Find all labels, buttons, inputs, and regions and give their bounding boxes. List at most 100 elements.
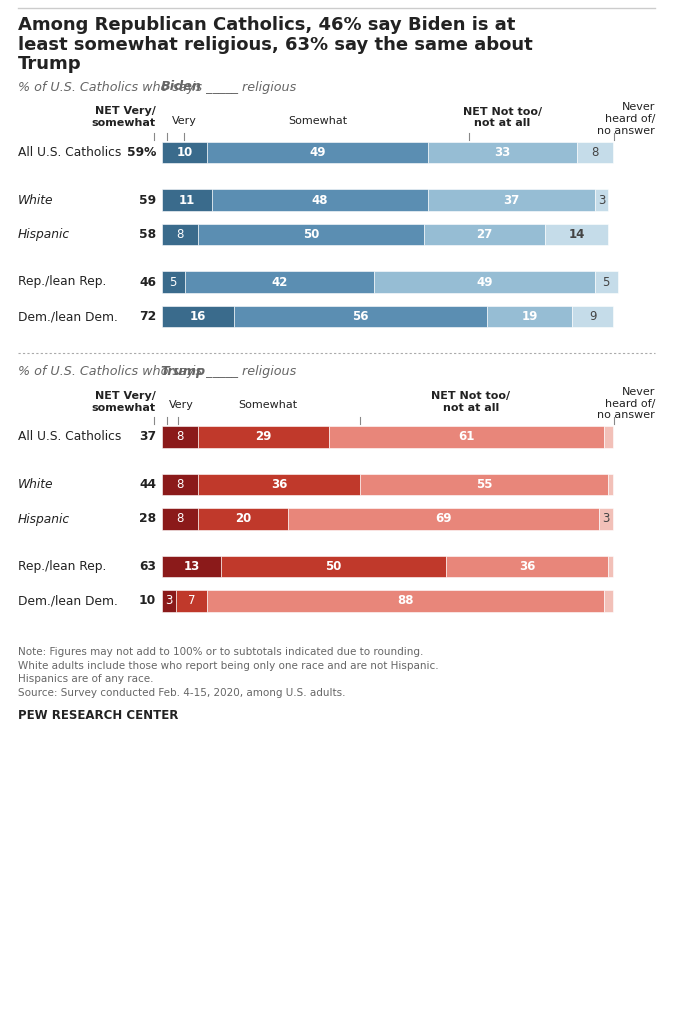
Bar (577, 142, 613, 164)
Text: 44: 44 (139, 478, 156, 491)
Text: 13: 13 (183, 560, 199, 573)
Text: 69: 69 (435, 513, 452, 526)
Text: 42: 42 (271, 275, 287, 288)
Text: Hispanic: Hispanic (18, 228, 70, 241)
Bar (198, 508, 288, 530)
Text: 8: 8 (592, 146, 599, 159)
Bar (545, 224, 608, 246)
Text: NET Very/
somewhat: NET Very/ somewhat (92, 391, 156, 412)
Text: 8: 8 (176, 228, 184, 241)
Bar (428, 142, 577, 164)
Text: Biden: Biden (161, 81, 202, 93)
Text: 50: 50 (325, 560, 342, 573)
Text: Never
heard of/
no answer: Never heard of/ no answer (597, 102, 655, 136)
Text: Trump: Trump (18, 55, 81, 73)
Text: Hispanics are of any race.: Hispanics are of any race. (18, 674, 153, 684)
Bar (198, 474, 361, 495)
Text: is _____ religious: is _____ religious (188, 81, 296, 93)
Bar (162, 555, 221, 577)
Text: 8: 8 (176, 478, 184, 491)
Text: 61: 61 (458, 431, 474, 444)
Text: 37: 37 (503, 193, 520, 207)
Bar (184, 271, 374, 293)
Text: 3: 3 (165, 594, 172, 608)
Text: % of U.S. Catholics who say: % of U.S. Catholics who say (18, 365, 199, 379)
Bar (162, 271, 184, 293)
Bar (595, 189, 608, 211)
Text: Rep./lean Rep.: Rep./lean Rep. (18, 560, 106, 573)
Bar (604, 427, 613, 448)
Text: 8: 8 (176, 513, 184, 526)
Text: 29: 29 (255, 431, 272, 444)
Text: Never
heard of/
no answer: Never heard of/ no answer (597, 387, 655, 420)
Bar (234, 306, 487, 327)
Text: 10: 10 (139, 594, 156, 608)
Text: Somewhat: Somewhat (238, 400, 297, 410)
Text: 36: 36 (519, 560, 536, 573)
Text: 59: 59 (139, 193, 156, 207)
Bar (198, 224, 423, 246)
Text: 37: 37 (139, 431, 156, 444)
Bar (288, 508, 600, 530)
Bar (573, 306, 613, 327)
Text: 27: 27 (476, 228, 493, 241)
Bar (608, 555, 613, 577)
Text: 50: 50 (303, 228, 319, 241)
Text: NET Not too/
not at all: NET Not too/ not at all (431, 391, 511, 412)
Text: Very: Very (172, 116, 197, 126)
Text: 3: 3 (602, 513, 610, 526)
Bar (207, 590, 604, 612)
Text: Rep./lean Rep.: Rep./lean Rep. (18, 275, 106, 288)
Text: 33: 33 (495, 146, 511, 159)
Text: White: White (18, 193, 53, 207)
Text: All U.S. Catholics: All U.S. Catholics (18, 431, 121, 444)
Text: Trump: Trump (161, 365, 206, 379)
Bar (211, 189, 428, 211)
Bar (162, 508, 198, 530)
Text: 11: 11 (178, 193, 195, 207)
Text: Source: Survey conducted Feb. 4-15, 2020, among U.S. adults.: Source: Survey conducted Feb. 4-15, 2020… (18, 688, 345, 698)
Bar (374, 271, 595, 293)
Text: 8: 8 (176, 431, 184, 444)
Text: 59%: 59% (127, 146, 156, 159)
Bar (221, 555, 446, 577)
Bar (162, 306, 234, 327)
Text: White: White (18, 478, 53, 491)
Bar (162, 474, 198, 495)
Text: 14: 14 (569, 228, 585, 241)
Bar (176, 590, 207, 612)
Text: Dem./lean Dem.: Dem./lean Dem. (18, 310, 118, 323)
Text: 72: 72 (139, 310, 156, 323)
Text: Somewhat: Somewhat (288, 116, 347, 126)
Text: 55: 55 (476, 478, 493, 491)
Bar (198, 427, 329, 448)
Text: NET Not too/
not at all: NET Not too/ not at all (463, 106, 542, 128)
Text: is _____ religious: is _____ religious (188, 365, 296, 379)
Text: All U.S. Catholics: All U.S. Catholics (18, 146, 121, 159)
Text: Very: Very (169, 400, 194, 410)
Bar (487, 306, 573, 327)
Text: 7: 7 (188, 594, 195, 608)
Bar (162, 427, 198, 448)
Text: least somewhat religious, 63% say the same about: least somewhat religious, 63% say the sa… (18, 36, 533, 53)
Text: % of U.S. Catholics who say: % of U.S. Catholics who say (18, 81, 199, 93)
Text: 5: 5 (170, 275, 177, 288)
Text: 63: 63 (139, 560, 156, 573)
Bar (595, 271, 618, 293)
Text: Among Republican Catholics, 46% say Biden is at: Among Republican Catholics, 46% say Bide… (18, 16, 516, 34)
Text: 16: 16 (190, 310, 206, 323)
Text: 48: 48 (312, 193, 328, 207)
Text: 5: 5 (602, 275, 610, 288)
Bar (162, 224, 198, 246)
Text: 36: 36 (271, 478, 287, 491)
Text: 19: 19 (522, 310, 538, 323)
Bar (446, 555, 608, 577)
Text: NET Very/
somewhat: NET Very/ somewhat (92, 106, 156, 128)
Bar (428, 189, 595, 211)
Text: White adults include those who report being only one race and are not Hispanic.: White adults include those who report be… (18, 661, 439, 671)
Text: 58: 58 (139, 228, 156, 241)
Bar (329, 427, 604, 448)
Text: 28: 28 (139, 513, 156, 526)
Bar (162, 590, 176, 612)
Text: 20: 20 (235, 513, 251, 526)
